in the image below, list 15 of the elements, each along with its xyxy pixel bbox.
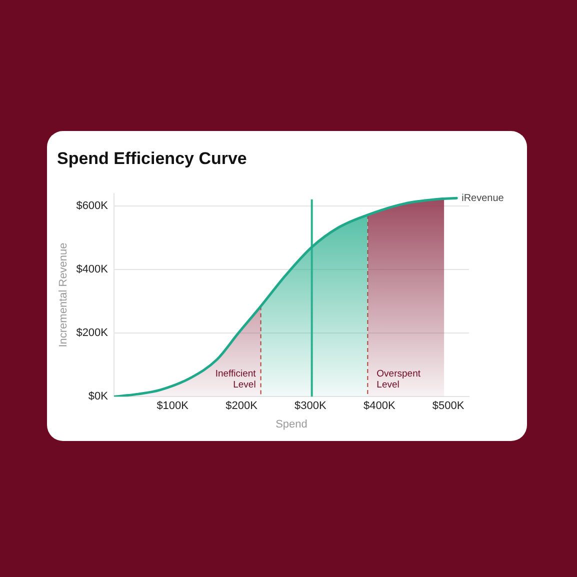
annotation: Inefficient Level xyxy=(215,368,256,391)
series-label: iRevenue xyxy=(462,192,504,204)
y-tick-label: $600K xyxy=(76,200,109,212)
x-tick-label: $100K xyxy=(156,400,190,412)
chart-title: Spend Efficiency Curve xyxy=(57,148,247,168)
x-axis-title: Spend xyxy=(276,418,308,430)
x-tick-label: $200K xyxy=(226,400,258,412)
y-axis-title: Incremental Revenue xyxy=(58,242,70,348)
x-tick-label: $300K xyxy=(294,400,328,412)
y-tick-label: $200K xyxy=(76,327,109,340)
annotation: Overspent Level xyxy=(376,368,421,391)
y-tick-label: $0K xyxy=(88,390,109,403)
x-tick-label: $400K xyxy=(363,400,396,412)
y-tick-label: $400K xyxy=(76,264,109,276)
x-tick-label: $500K xyxy=(432,400,465,412)
